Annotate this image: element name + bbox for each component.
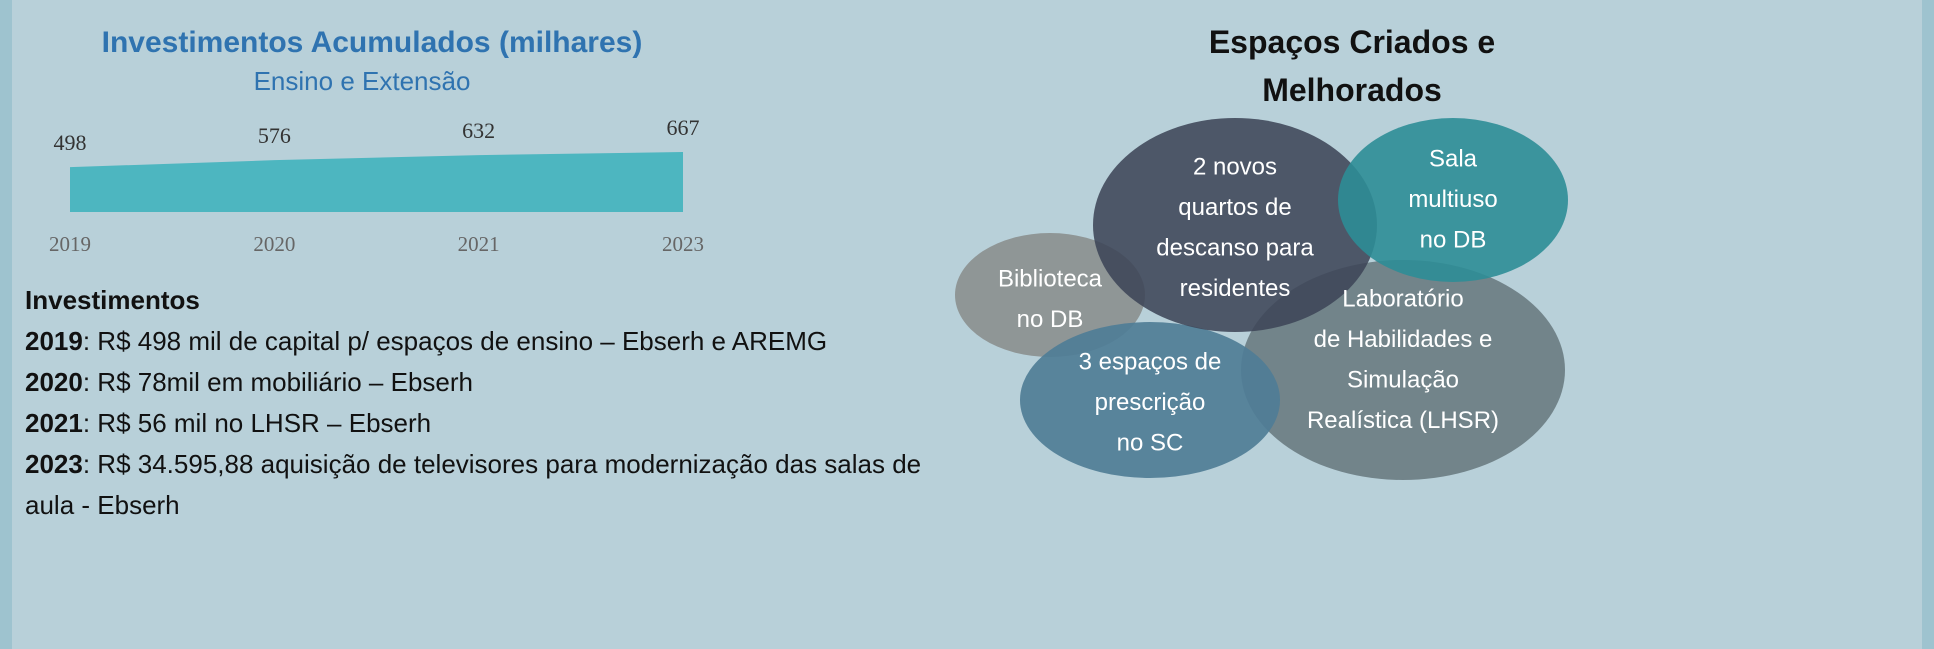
- bubble-label: descanso para: [1156, 234, 1314, 261]
- investment-year: 2020: [25, 367, 83, 397]
- investment-text: : R$ 78mil em mobiliário – Ebserh: [82, 367, 473, 397]
- x-tick-label: 2021: [458, 232, 500, 256]
- investment-text: : R$ 56 mil no LHSR – Ebserh: [82, 408, 432, 438]
- bubble: [1093, 118, 1377, 332]
- bubble: [1020, 322, 1280, 478]
- bubble: [1241, 260, 1565, 480]
- x-tick-label: 2020: [253, 232, 295, 256]
- x-tick-label: 2019: [49, 232, 91, 256]
- bubble-label: no SC: [1117, 429, 1184, 456]
- value-label: 498: [54, 130, 87, 155]
- area: [70, 151, 683, 212]
- value-label: 667: [667, 115, 700, 140]
- bubble-label: residentes: [1180, 275, 1291, 302]
- bubble-label: 2 novos: [1193, 153, 1277, 180]
- investments: Investimentos 2019: R$ 498 mil de capita…: [25, 280, 965, 526]
- bubble-label: Laboratório: [1342, 285, 1463, 312]
- investment-text: : R$ 498 mil de capital p/ espaços de en…: [82, 326, 828, 356]
- value-label: 632: [462, 118, 495, 143]
- bubble-label: 3 espaços de: [1079, 348, 1222, 375]
- bubble-label: no DB: [1420, 226, 1487, 253]
- investment-item: 2021: R$ 56 mil no LHSR – Ebserh: [25, 403, 965, 444]
- value-label: 576: [258, 123, 291, 148]
- bubble-label: no DB: [1017, 306, 1084, 333]
- bubble-label: Realística (LHSR): [1307, 407, 1499, 434]
- bubble-label: Sala: [1429, 145, 1478, 172]
- investment-item: 2019: R$ 498 mil de capital p/ espaços d…: [25, 321, 965, 362]
- bubble: [1338, 118, 1568, 282]
- bubble-label: multiuso: [1408, 186, 1497, 213]
- bubble-label: Simulação: [1347, 366, 1459, 393]
- bubble-label: de Habilidades e: [1314, 326, 1493, 353]
- x-tick-label: 2023: [662, 232, 704, 256]
- spaces-title: Espaços Criados e Melhorados: [1208, 24, 1496, 108]
- investment-item: 2020: R$ 78mil em mobiliário – Ebserh: [25, 362, 965, 403]
- bubble-label: Biblioteca: [998, 265, 1103, 292]
- chart-title: Investimentos Acumulados (milhares): [102, 26, 643, 59]
- investments-title: Investimentos: [25, 285, 200, 315]
- investment-item: 2023: R$ 34.595,88 aquisição de televiso…: [25, 444, 965, 526]
- bubble-label: quartos de: [1178, 194, 1291, 221]
- investment-year: 2019: [25, 326, 83, 356]
- chart-subtitle: Ensino e Extensão: [254, 66, 471, 96]
- bubble: [955, 233, 1145, 357]
- investment-year: 2023: [25, 449, 83, 479]
- bubble-label: prescrição: [1095, 389, 1206, 416]
- investment-text: : R$ 34.595,88 aquisição de televisores …: [25, 449, 922, 520]
- investment-year: 2021: [25, 408, 83, 438]
